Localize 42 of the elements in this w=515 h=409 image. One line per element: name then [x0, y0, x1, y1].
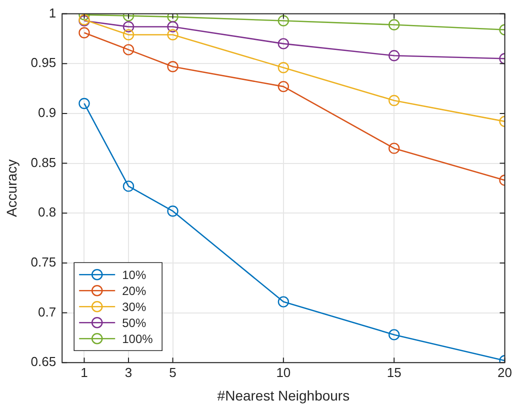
y-tick-label: 0.9 [38, 105, 56, 120]
point [388, 142, 400, 154]
legend-label: 30% [122, 300, 146, 314]
y-tick-label: 0.65 [30, 354, 56, 370]
y-tick-label: 0.7 [38, 304, 56, 320]
point [167, 21, 178, 32]
point [278, 38, 290, 50]
x-tick-label: 5 [169, 364, 176, 380]
point [278, 62, 290, 74]
y-tick-label: 0.8 [38, 204, 56, 220]
point [167, 61, 178, 72]
x-tick-label: 1 [80, 364, 88, 380]
x-tick-label: 15 [386, 364, 402, 380]
x-tick-label: 3 [124, 364, 132, 380]
y-tick-label: 0.85 [30, 154, 56, 170]
point [388, 50, 400, 62]
point [278, 80, 290, 92]
legend-label: 20% [122, 284, 146, 298]
x-tick-label: 10 [276, 364, 291, 380]
point [167, 206, 178, 217]
point [122, 44, 134, 56]
point [122, 21, 134, 32]
legend-label: 100% [122, 332, 154, 346]
y-axis-title: Accuracy [3, 159, 20, 217]
legend-label: 10% [122, 268, 146, 282]
point [78, 98, 90, 110]
point [388, 19, 400, 30]
y-tick-label: 0.95 [30, 55, 56, 70]
point [388, 329, 400, 340]
y-tick-label: 0.75 [30, 254, 56, 270]
point [278, 296, 290, 308]
point [167, 14, 178, 22]
point [78, 27, 90, 38]
point [388, 94, 400, 106]
legend-label: 50% [122, 316, 146, 330]
point [122, 180, 134, 192]
y-tick-label: 1 [48, 5, 56, 20]
x-tick-label: 20 [498, 364, 512, 380]
x-axis-title: #Nearest Neighbours [217, 387, 350, 404]
point [278, 15, 290, 26]
point [122, 29, 134, 40]
point [167, 29, 178, 40]
